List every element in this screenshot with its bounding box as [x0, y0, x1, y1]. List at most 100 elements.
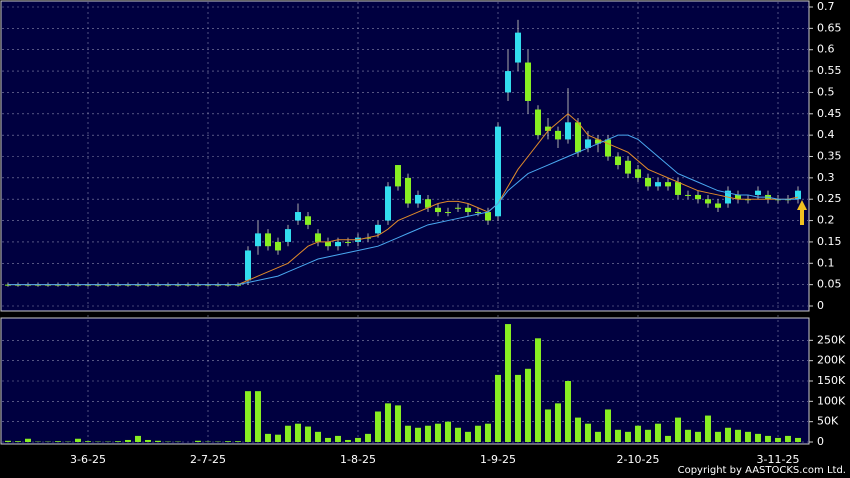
- volume-bar: [195, 440, 201, 442]
- candle-body: [255, 233, 261, 247]
- candle-body: [435, 207, 441, 213]
- candle-body: [515, 32, 521, 63]
- y-tick-label: 0.7: [817, 0, 835, 13]
- candle-body: [375, 224, 381, 234]
- candle-body: [405, 177, 411, 204]
- candle-body: [345, 241, 351, 243]
- y-tick-label: 0: [817, 299, 824, 312]
- volume-bar: [355, 437, 361, 442]
- volume-bar: [675, 417, 681, 442]
- volume-bar: [445, 421, 451, 442]
- volume-bar: [335, 435, 341, 442]
- volume-bar: [255, 391, 261, 442]
- ma-line: [8, 134, 798, 286]
- volume-bar: [785, 435, 791, 442]
- y-tick-label: 0.45: [817, 107, 842, 120]
- volume-bar: [315, 431, 321, 442]
- volume-bar: [505, 324, 511, 442]
- y-tick-label: 0.05: [817, 278, 842, 291]
- candle-body: [535, 109, 541, 136]
- candle-body: [595, 139, 601, 144]
- candle-body: [265, 233, 271, 247]
- volume-bar: [795, 437, 801, 442]
- x-tick-label: 2-7-25: [190, 453, 226, 466]
- volume-bar: [385, 403, 391, 442]
- candle-body: [695, 194, 701, 200]
- candle-body: [525, 62, 531, 101]
- candle-body: [705, 199, 711, 204]
- volume-bar: [245, 391, 251, 442]
- volume-bar: [265, 433, 271, 442]
- volume-bar: [55, 441, 61, 442]
- candle-body: [795, 190, 801, 200]
- y-tick-label: 0.2: [817, 214, 835, 227]
- volume-bar: [145, 439, 151, 442]
- candle-body: [275, 241, 281, 251]
- candle-body: [495, 126, 501, 217]
- volume-bar: [5, 440, 11, 442]
- copyright: Copyright by AASTOCKS.com Ltd.: [678, 465, 846, 476]
- y-tick-label: 0.1: [817, 256, 835, 269]
- volume-bar: [765, 435, 771, 442]
- candle-body: [465, 207, 471, 213]
- candle-body: [685, 194, 691, 196]
- y-tick-label: 150K: [817, 374, 846, 387]
- volume-bar: [475, 425, 481, 442]
- y-tick-label: 0: [817, 435, 824, 448]
- volume-bar: [595, 431, 601, 442]
- candle-body: [675, 182, 681, 195]
- candle-body: [665, 182, 671, 187]
- volume-bar: [425, 425, 431, 442]
- candle-body: [245, 250, 251, 281]
- candle-body: [715, 203, 721, 208]
- volume-bar: [455, 427, 461, 442]
- volume-bar: [15, 441, 21, 442]
- x-tick-label: 1-8-25: [340, 453, 376, 466]
- volume-bar: [685, 429, 691, 442]
- volume-bar: [465, 431, 471, 442]
- x-tick-label: 3-6-25: [70, 453, 106, 466]
- volume-bar: [705, 415, 711, 442]
- volume-bar: [605, 409, 611, 442]
- candle-body: [615, 156, 621, 166]
- volume-bar: [665, 435, 671, 442]
- candle-body: [485, 212, 491, 221]
- y-tick-label: 0.25: [817, 192, 842, 205]
- volume-bar: [495, 374, 501, 442]
- volume-bar: [115, 441, 121, 442]
- volume-bar: [135, 435, 141, 442]
- candle-body: [425, 199, 431, 208]
- volume-bar: [755, 433, 761, 442]
- candle-body: [585, 139, 591, 148]
- y-tick-label: 0.65: [817, 21, 842, 34]
- x-tick-label: 1-9-25: [480, 453, 516, 466]
- candle-body: [285, 229, 291, 242]
- y-tick-label: 0.5: [817, 85, 835, 98]
- volume-bar: [275, 434, 281, 442]
- volume-bar: [535, 338, 541, 442]
- candle-body: [735, 194, 741, 200]
- candle-body: [505, 71, 511, 93]
- candle-body: [385, 186, 391, 221]
- volume-bar: [525, 368, 531, 442]
- volume-bar: [125, 439, 131, 442]
- volume-bar: [375, 411, 381, 442]
- y-tick-label: 0.35: [817, 150, 842, 163]
- volume-bar: [735, 429, 741, 442]
- volume-panel: [0, 317, 810, 445]
- volume-bar: [645, 429, 651, 442]
- volume-bar: [235, 441, 241, 442]
- volume-bar: [775, 437, 781, 442]
- volume-bar: [295, 423, 301, 442]
- volume-bar: [585, 423, 591, 442]
- volume-bar: [345, 439, 351, 442]
- y-tick-label: 0.6: [817, 43, 835, 56]
- candle-body: [325, 241, 331, 247]
- volume-bar: [415, 427, 421, 442]
- candle-body: [395, 165, 401, 187]
- candle-body: [475, 212, 481, 214]
- volume-bar: [435, 423, 441, 442]
- candle-body: [555, 130, 561, 140]
- volume-bar: [395, 405, 401, 442]
